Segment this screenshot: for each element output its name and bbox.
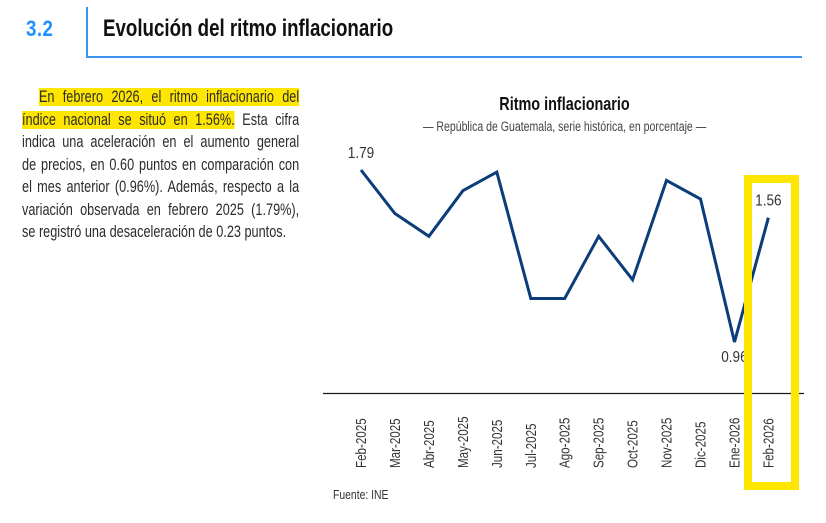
x-tick-label: Oct-2025: [624, 420, 641, 468]
x-tick-label: Jul-2025: [522, 424, 539, 468]
x-tick-label: Feb-2026: [760, 418, 777, 468]
series-line: [359, 169, 770, 343]
x-tick-label: Ene-2026: [726, 418, 743, 468]
x-tick-label: Sep-2025: [590, 418, 607, 468]
data-label: 1.79: [348, 145, 374, 162]
source-note: Fuente: INE: [333, 487, 389, 502]
summary-paragraph: En febrero 2026, el ritmo inflacionario …: [22, 86, 299, 244]
paragraph-line: de precios, en 0.60 puntos en comparació…: [22, 155, 300, 174]
data-label: 0.96: [721, 349, 747, 366]
x-tick-label: Mar-2025: [387, 418, 404, 468]
x-tick-label: Dic-2025: [692, 422, 709, 468]
x-tick-label: Ago-2025: [556, 418, 573, 468]
header-divider-horizontal: [86, 56, 802, 58]
x-tick-label: Jun-2025: [489, 420, 506, 468]
chart-subtitle-text: — República de Guatemala, serie históric…: [423, 119, 707, 134]
paragraph-line: se registró una desaceleración de 0.23 p…: [22, 223, 287, 241]
paragraph-text: Esta cifra: [234, 110, 300, 129]
x-tick-label: Nov-2025: [658, 418, 675, 468]
highlighted-text: índice nacional se situó en 1.56%.: [22, 110, 235, 129]
paragraph-line: el mes anterior (0.96%). Además, respect…: [22, 178, 300, 196]
paragraph-line: índice nacional se situó en 1.56%. Esta …: [22, 109, 299, 132]
chart-title: Ritmo inflacionario: [330, 94, 800, 115]
paragraph-line: variación observada en febrero 2025 (1.7…: [22, 200, 300, 219]
highlight-box: [744, 175, 799, 490]
x-tick-label: May-2025: [455, 416, 472, 468]
header-divider-vertical: [86, 7, 88, 58]
highlighted-text: En febrero 2026, el ritmo inflacionario …: [38, 88, 300, 106]
x-tick-label: Abr-2025: [421, 420, 438, 468]
section-number: 3.2: [26, 16, 54, 41]
section-title: Evolución del ritmo inflacionario: [103, 15, 394, 42]
x-tick-label: Feb-2025: [353, 418, 370, 468]
data-label: 1.56: [755, 193, 781, 210]
chart-subtitle: — República de Guatemala, serie históric…: [330, 119, 800, 134]
paragraph-line: indica una aceleración en el aumento gen…: [22, 133, 300, 151]
chart-title-text: Ritmo inflacionario: [499, 94, 631, 114]
paragraph-line: En febrero 2026, el ritmo inflacionario …: [22, 86, 300, 109]
